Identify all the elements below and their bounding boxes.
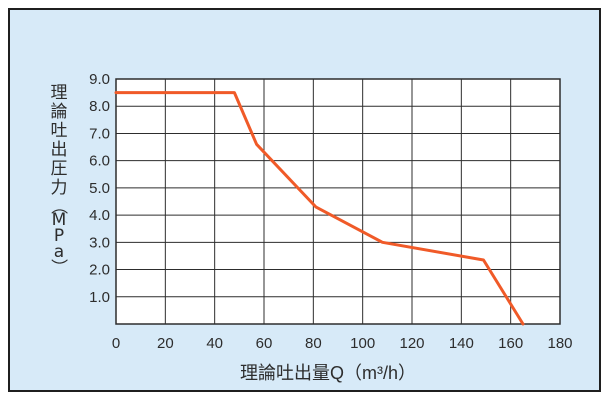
plot-background bbox=[116, 79, 560, 324]
y-axis-title-char: P bbox=[54, 226, 64, 246]
x-tick-label: 120 bbox=[399, 335, 424, 352]
x-tick-label: 40 bbox=[206, 335, 223, 352]
y-tick-label: 7.0 bbox=[89, 125, 110, 142]
y-tick-label: 3.0 bbox=[89, 234, 110, 251]
y-axis-title-char: 圧 bbox=[51, 159, 68, 179]
y-axis-title-char: 出 bbox=[51, 140, 68, 160]
x-tick-label: 160 bbox=[498, 335, 523, 352]
plot-area-border bbox=[115, 78, 561, 325]
y-axis-title-char: 吐 bbox=[51, 121, 68, 141]
series-layer bbox=[114, 91, 525, 326]
y-axis-title-char: 理 bbox=[51, 83, 68, 103]
y-axis-title-char: 論 bbox=[51, 102, 68, 122]
y-axis-title-char: ） bbox=[48, 259, 68, 276]
x-tick-label: 100 bbox=[350, 335, 375, 352]
y-tick-label: 1.0 bbox=[89, 289, 110, 306]
x-tick-label: 60 bbox=[256, 335, 273, 352]
series-line bbox=[114, 91, 525, 326]
y-tick-label: 6.0 bbox=[89, 153, 110, 170]
y-axis-title-char: M bbox=[52, 210, 67, 230]
y-tick-label: 9.0 bbox=[89, 71, 110, 88]
x-tick-label: 140 bbox=[449, 335, 474, 352]
y-tick-label: 5.0 bbox=[89, 180, 110, 197]
y-tick-labels: 1.0 2.0 3.0 4.0 5.0 6.0 7.0 8.0 9.0 bbox=[89, 71, 110, 306]
y-axis-title-char: （ bbox=[48, 198, 68, 215]
x-axis-title: 理論吐出量Q（m³/h） bbox=[240, 363, 416, 383]
x-tick-label: 80 bbox=[305, 335, 322, 352]
chart-grid bbox=[115, 78, 561, 325]
y-tick-label: 8.0 bbox=[89, 98, 110, 115]
y-tick-label: 2.0 bbox=[89, 262, 110, 279]
x-tick-labels: 0 20 40 60 80 100 120 140 160 180 bbox=[112, 335, 573, 352]
x-tick-label: 180 bbox=[547, 335, 572, 352]
y-axis-title-char: 力 bbox=[51, 178, 68, 198]
x-tick-label: 20 bbox=[157, 335, 174, 352]
y-axis-title-char: a bbox=[54, 242, 64, 262]
y-tick-label: 4.0 bbox=[89, 207, 110, 224]
x-tick-label: 0 bbox=[112, 335, 120, 352]
